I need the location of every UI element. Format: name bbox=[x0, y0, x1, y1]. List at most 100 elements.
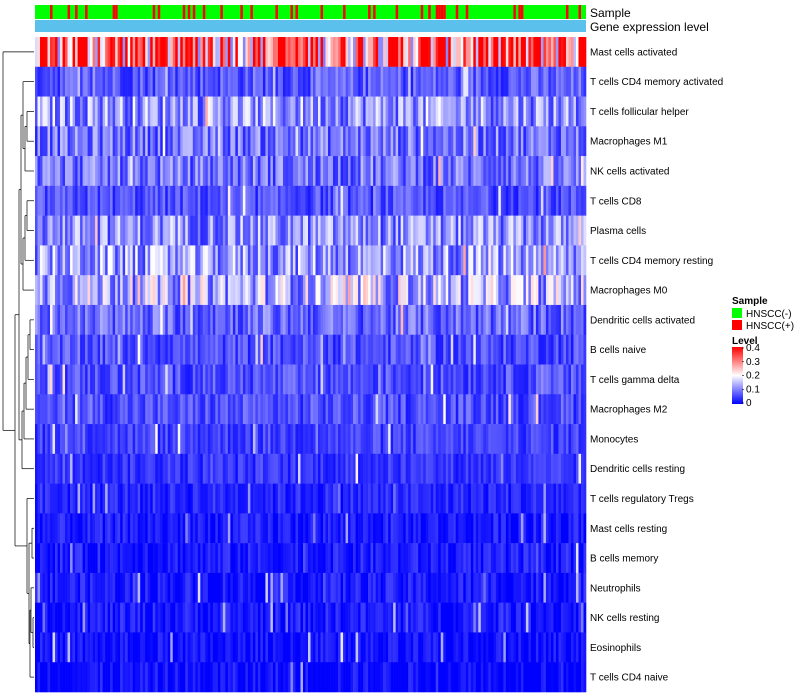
heatmap-cell bbox=[410, 185, 414, 216]
heatmap-cell bbox=[72, 275, 76, 306]
heatmap-cell bbox=[538, 602, 542, 633]
heatmap-cell bbox=[157, 424, 161, 455]
legend: Sample HNSCC(-) HNSCC(+) Level 00.10.20.… bbox=[732, 296, 794, 409]
heatmap-cell bbox=[525, 66, 529, 97]
heatmap-cell bbox=[170, 126, 174, 157]
heatmap-cell bbox=[400, 304, 404, 336]
heatmap-cell bbox=[270, 572, 274, 603]
heatmap-cell bbox=[152, 185, 156, 216]
heatmap-cell bbox=[390, 424, 394, 455]
heatmap-cell bbox=[325, 424, 329, 455]
heatmap-cell bbox=[272, 275, 276, 306]
heatmap-cell bbox=[425, 364, 429, 395]
heatmap-cell bbox=[360, 215, 364, 246]
heatmap-cell bbox=[195, 394, 199, 425]
heatmap-cell bbox=[475, 632, 479, 663]
heatmap-cell bbox=[320, 543, 324, 574]
heatmap-cell bbox=[495, 453, 499, 484]
heatmap-cell bbox=[192, 483, 196, 514]
heatmap-cell bbox=[265, 394, 269, 425]
heatmap-cell bbox=[112, 245, 116, 276]
heatmap-cell bbox=[580, 245, 584, 276]
heatmap-cell bbox=[345, 453, 349, 484]
heatmap-cell bbox=[305, 483, 309, 514]
heatmap-cell bbox=[550, 394, 554, 425]
heatmap-cell bbox=[55, 37, 58, 68]
heatmap-cell bbox=[568, 543, 572, 574]
heatmap-cell bbox=[152, 96, 156, 127]
heatmap-cell bbox=[257, 245, 261, 276]
heatmap-cell bbox=[523, 156, 527, 187]
heatmap-cell bbox=[390, 453, 394, 484]
heatmap-cell bbox=[485, 96, 489, 127]
heatmap-cell bbox=[285, 96, 289, 127]
heatmap-cell bbox=[538, 156, 542, 187]
heatmap-cell bbox=[115, 66, 118, 97]
heatmap-cell bbox=[448, 483, 452, 514]
heatmap-cell bbox=[388, 185, 391, 216]
heatmap-cell bbox=[280, 304, 284, 336]
heatmap-cell bbox=[378, 513, 381, 544]
heatmap-cell bbox=[237, 126, 241, 157]
heatmap-cell bbox=[72, 394, 76, 425]
heatmap-cell bbox=[388, 543, 391, 574]
heatmap-cell bbox=[62, 215, 66, 246]
heatmap-cell bbox=[152, 394, 156, 425]
heatmap-cell bbox=[325, 394, 329, 425]
heatmap-cell bbox=[75, 275, 78, 306]
heatmap-cell bbox=[292, 334, 296, 365]
heatmap-cell bbox=[230, 215, 234, 246]
heatmap-cell bbox=[87, 483, 91, 514]
heatmap-cell bbox=[127, 424, 131, 455]
heatmap-cell bbox=[438, 453, 442, 484]
heatmap-cell bbox=[275, 96, 279, 127]
heatmap-cell bbox=[473, 364, 477, 395]
heatmap-cell bbox=[235, 66, 239, 97]
heatmap-cell bbox=[435, 662, 439, 693]
heatmap-cell bbox=[232, 483, 236, 514]
heatmap-cell bbox=[77, 364, 81, 395]
heatmap-cell bbox=[323, 632, 326, 663]
heatmap-cell bbox=[505, 334, 509, 365]
heatmap-cell bbox=[67, 543, 71, 574]
heatmap-cell bbox=[528, 602, 532, 633]
heatmap-cell bbox=[520, 185, 524, 216]
heatmap-cell bbox=[395, 483, 399, 514]
heatmap-cell bbox=[265, 513, 269, 544]
heatmap-cell bbox=[125, 304, 128, 336]
sample-cell-positive bbox=[202, 5, 206, 19]
heatmap-cell bbox=[185, 662, 189, 693]
heatmap-cell bbox=[398, 572, 401, 603]
heatmap-cell bbox=[310, 572, 314, 603]
heatmap-cell bbox=[157, 215, 161, 246]
heatmap-cell bbox=[473, 275, 477, 306]
heatmap-cell bbox=[568, 364, 572, 395]
heatmap-cell bbox=[65, 483, 68, 514]
heatmap-cell bbox=[165, 662, 169, 693]
heatmap-cell bbox=[290, 245, 294, 276]
heatmap-cell bbox=[70, 215, 73, 246]
heatmap-cell bbox=[518, 572, 522, 603]
heatmap-cell bbox=[560, 572, 564, 603]
heatmap-cell bbox=[528, 245, 532, 276]
heatmap-cell bbox=[353, 245, 356, 276]
heatmap-cell bbox=[70, 66, 73, 97]
heatmap-cell bbox=[378, 185, 381, 216]
heatmap-cell bbox=[140, 424, 143, 455]
heatmap-cell bbox=[528, 126, 532, 157]
heatmap-cell bbox=[125, 37, 128, 68]
heatmap-cell bbox=[478, 632, 482, 663]
heatmap-cell bbox=[207, 126, 211, 157]
heatmap-cell bbox=[287, 602, 291, 633]
heatmap-cell bbox=[575, 453, 579, 484]
heatmap-cell bbox=[438, 662, 442, 693]
heatmap-cell bbox=[287, 66, 291, 97]
heatmap-cell bbox=[167, 304, 171, 336]
heatmap-cell bbox=[37, 66, 41, 97]
heatmap-cell bbox=[210, 602, 214, 633]
heatmap-cell bbox=[160, 483, 164, 514]
heatmap-cell bbox=[80, 513, 83, 544]
heatmap-cell bbox=[318, 453, 321, 484]
heatmap-cell bbox=[438, 275, 442, 306]
heatmap-cell bbox=[285, 572, 289, 603]
